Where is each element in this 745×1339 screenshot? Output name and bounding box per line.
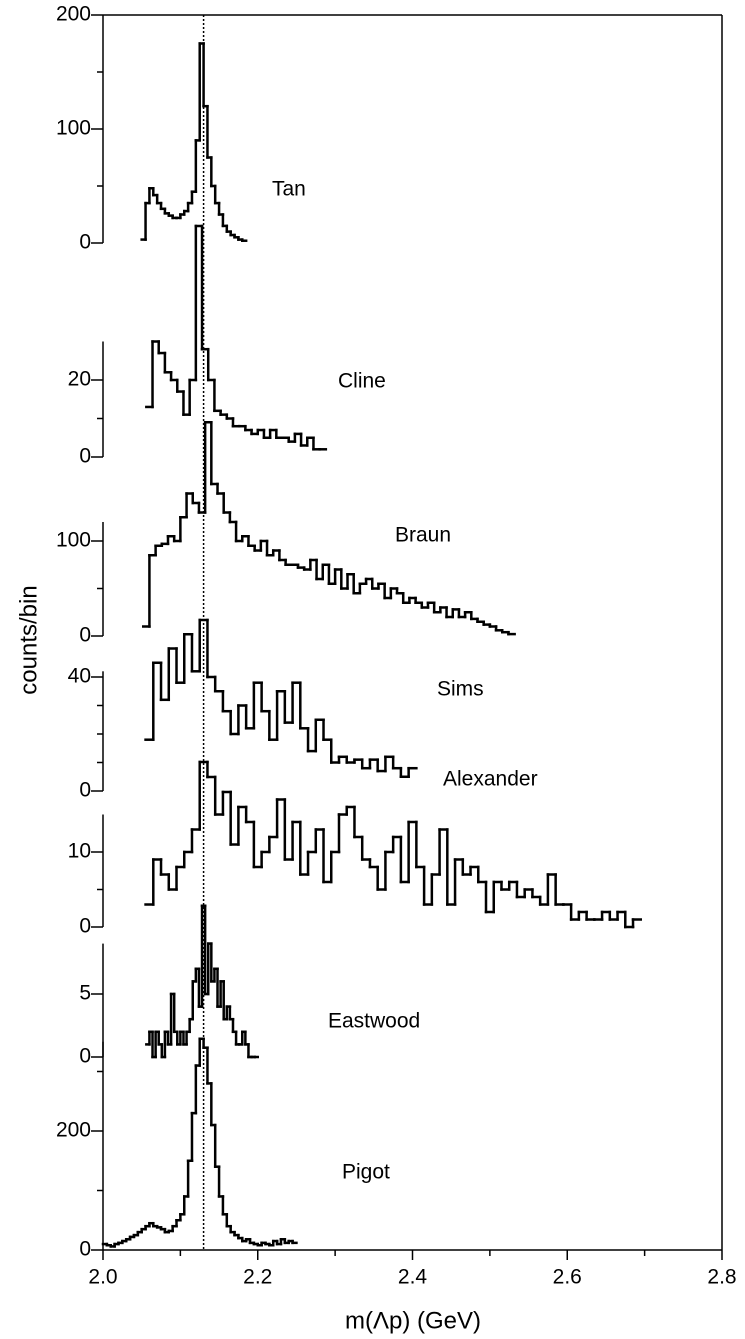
y-tick-label: 0 <box>79 1238 91 1261</box>
panel-label: Tan <box>272 178 306 201</box>
y-tick-label: 10 <box>68 840 91 863</box>
y-tick-label: 0 <box>79 1045 91 1068</box>
y-tick-label: 0 <box>79 231 91 254</box>
y-tick-label: 200 <box>56 3 91 26</box>
panel-label: Alexander <box>443 768 538 791</box>
x-tick-label: 2.0 <box>88 1266 117 1289</box>
panel-label: Eastwood <box>328 1010 420 1033</box>
y-tick-label: 100 <box>56 529 91 552</box>
y-tick-label: 0 <box>79 445 91 468</box>
x-tick-label: 2.4 <box>398 1266 428 1289</box>
y-tick-label: 100 <box>56 117 91 140</box>
x-tick-label: 2.8 <box>707 1266 736 1289</box>
x-tick-label: 2.6 <box>553 1266 582 1289</box>
y-axis-label: counts/bin <box>15 585 42 694</box>
y-tick-label: 40 <box>68 665 91 688</box>
x-tick-label: 2.2 <box>243 1266 272 1289</box>
y-tick-label: 200 <box>56 1119 91 1142</box>
y-tick-label: 0 <box>79 624 91 647</box>
y-tick-label: 0 <box>79 779 91 802</box>
panel-label: Cline <box>338 370 386 393</box>
panel-label: Sims <box>437 678 484 701</box>
y-tick-label: 5 <box>79 982 91 1005</box>
panel-label: Braun <box>395 524 451 547</box>
y-tick-label: 0 <box>79 915 91 938</box>
y-tick-label: 20 <box>68 368 91 391</box>
x-axis-label: m(Λp) (GeV) <box>345 1307 481 1334</box>
panel-label: Pigot <box>342 1161 390 1184</box>
